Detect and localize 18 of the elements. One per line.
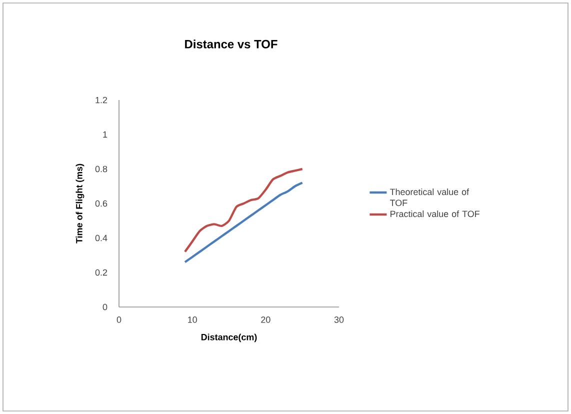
y-tick-label: 1 xyxy=(103,131,108,138)
x-axis-title: Distance(cm) xyxy=(201,334,257,342)
x-tick-label: 0 xyxy=(116,316,122,323)
y-axis-title: Time of Flight (ms) xyxy=(76,164,84,244)
x-tick-label: 30 xyxy=(334,316,344,323)
chart-title: Distance vs TOF xyxy=(185,40,278,48)
y-tick-label: 0.2 xyxy=(95,269,108,276)
legend-label: Practical value of TOF xyxy=(390,210,480,218)
y-tick-label: 0.6 xyxy=(95,200,108,207)
line-series xyxy=(184,168,304,253)
x-tick-label: 10 xyxy=(188,316,197,323)
y-tick-label: 0.4 xyxy=(95,234,108,242)
legend-label: Theoretical value of TOF xyxy=(390,188,470,206)
line-series xyxy=(184,182,304,264)
x-tick-label: 20 xyxy=(261,316,270,323)
y-tick-label: 1.2 xyxy=(96,96,108,104)
y-tick-label: 0 xyxy=(102,304,108,310)
y-tick-label: 0.8 xyxy=(95,166,108,172)
